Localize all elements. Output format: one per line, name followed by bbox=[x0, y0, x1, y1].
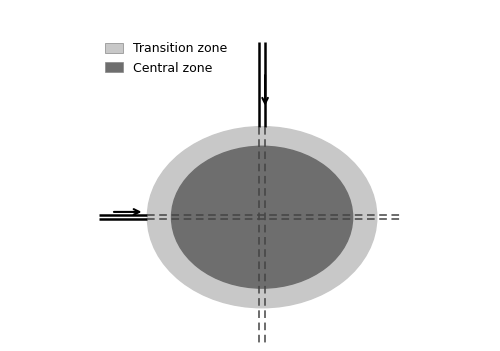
Ellipse shape bbox=[148, 127, 377, 308]
Ellipse shape bbox=[172, 146, 352, 288]
Legend: Transition zone, Central zone: Transition zone, Central zone bbox=[106, 42, 227, 74]
